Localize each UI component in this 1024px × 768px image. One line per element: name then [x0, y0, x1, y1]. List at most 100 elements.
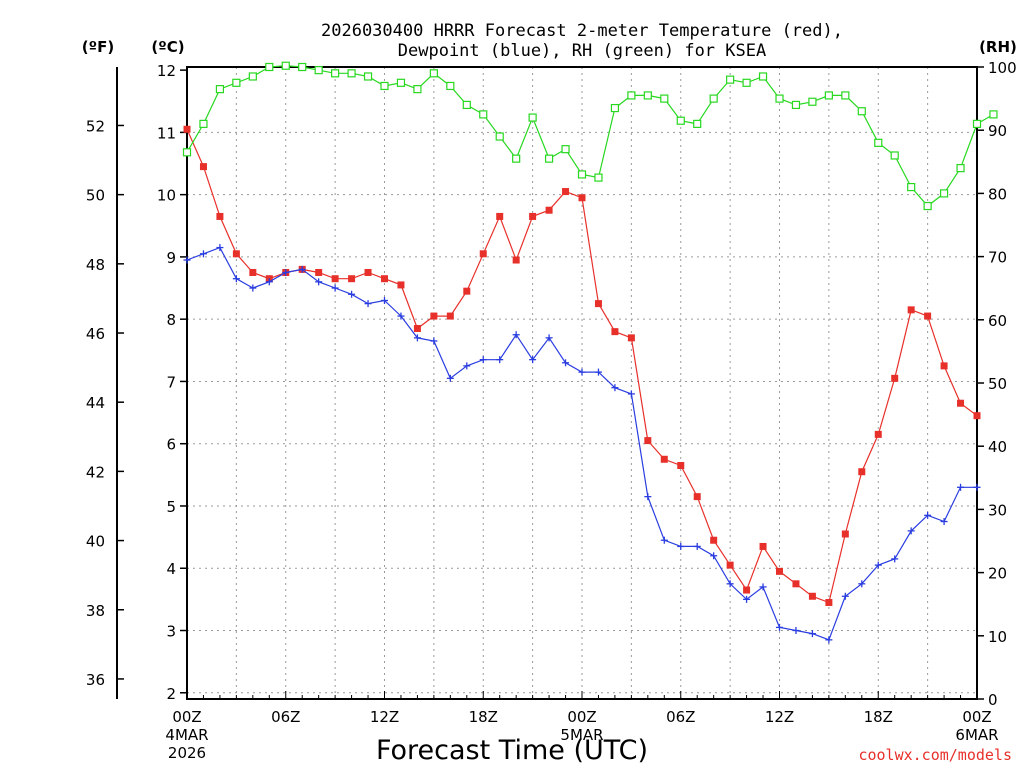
dewpoint-marker — [627, 390, 635, 398]
x-tick-label: 00Z — [567, 708, 596, 726]
temperature-marker — [710, 536, 718, 544]
dewpoint-marker — [874, 561, 882, 569]
rh-marker — [248, 72, 257, 81]
temperature-marker — [808, 592, 816, 600]
dewpoint-marker — [479, 356, 487, 364]
rh-marker — [495, 132, 504, 141]
dewpoint-marker — [496, 356, 504, 364]
dewpoint-marker — [743, 595, 751, 603]
dewpoint-marker — [940, 518, 948, 526]
temperature-marker — [594, 300, 602, 308]
rh-marker — [693, 119, 702, 128]
plot-frame — [186, 66, 978, 700]
fahrenheit-tick-label: 36 — [86, 671, 105, 689]
x-tick-label: 06Z — [271, 708, 300, 726]
dewpoint-marker — [413, 334, 421, 342]
rh-marker — [182, 148, 192, 157]
temperature-marker — [479, 250, 487, 258]
dewpoint-marker — [463, 362, 471, 370]
temperature-marker — [562, 188, 570, 196]
temperature-marker — [611, 328, 619, 336]
dewpoint-marker — [183, 256, 191, 264]
x-tick-label: 00Z — [962, 708, 991, 726]
x-date-label: 6MAR — [955, 726, 998, 744]
dewpoint-marker — [545, 334, 553, 342]
rh-marker — [347, 69, 356, 78]
rh-marker — [923, 201, 932, 211]
rh-marker — [676, 116, 685, 125]
rh-marker — [972, 119, 982, 128]
axes — [116, 66, 984, 700]
dewpoint-marker — [216, 244, 224, 252]
rh-tick-label: 90 — [988, 122, 1007, 140]
dewpoint-line — [186, 246, 977, 641]
rh-line — [186, 65, 994, 207]
rh-marker — [199, 119, 208, 128]
dewpoint-marker — [430, 337, 438, 345]
rh-marker — [726, 75, 735, 84]
rh-marker — [396, 78, 406, 87]
dewpoint-marker — [611, 384, 619, 392]
rh-marker — [956, 164, 965, 173]
x-tick-label: 18Z — [469, 708, 498, 726]
x-year-label: 2026 — [168, 744, 206, 762]
rh-marker — [857, 107, 866, 116]
x-tick-label: 12Z — [765, 708, 794, 726]
rh-tick-label: 30 — [988, 501, 1007, 519]
temperature-marker — [858, 468, 866, 476]
dewpoint-marker — [693, 542, 701, 550]
dewpoint-marker — [792, 627, 800, 635]
rh-marker — [577, 170, 587, 179]
temperature-marker — [183, 125, 191, 133]
credit-text: coolwx.com/models — [858, 746, 1012, 764]
celsius-tick-label: 5 — [166, 498, 176, 516]
temperature-marker — [841, 530, 849, 538]
temperature-marker — [973, 412, 981, 420]
fahrenheit-unit-label: (ºF) — [82, 38, 114, 56]
celsius-tick-label: 9 — [166, 249, 176, 267]
rh-marker — [907, 182, 916, 192]
dewpoint-marker — [677, 542, 685, 550]
temperature-marker — [825, 598, 833, 606]
fahrenheit-tick-label: 48 — [86, 256, 105, 274]
dewpoint-marker — [660, 536, 668, 544]
temperature-marker — [413, 325, 421, 333]
rh-marker — [363, 72, 373, 81]
temperature-marker — [644, 437, 652, 445]
tick-labels: 2 3 4 5 6 7 8 9 10 11 12 36 38 40 42 44 46 48 50 52 0 10 20 30 4… — [86, 59, 1017, 762]
rh-marker — [479, 110, 488, 119]
dewpoint-marker — [562, 359, 570, 367]
rh-marker — [989, 110, 998, 119]
rh-marker — [413, 85, 422, 94]
temperature-marker — [940, 362, 948, 370]
rh-marker — [544, 154, 554, 163]
rh-marker — [890, 151, 899, 160]
dewpoint-marker — [644, 493, 652, 501]
x-tick-label: 06Z — [666, 708, 695, 726]
dewpoint-marker — [858, 580, 866, 588]
dewpoint-marker — [578, 368, 586, 376]
celsius-tick-label: 7 — [166, 373, 176, 391]
dewpoint-marker — [265, 278, 273, 286]
rh-tick-label: 60 — [988, 312, 1007, 330]
fahrenheit-tick-label: 52 — [86, 117, 105, 135]
rh-marker — [314, 66, 323, 75]
celsius-tick-label: 2 — [166, 685, 176, 703]
rh-marker — [643, 91, 652, 100]
temperature-marker — [232, 250, 240, 258]
temperature-marker — [578, 194, 586, 202]
dewpoint-marker — [364, 300, 372, 308]
rh-marker — [462, 100, 471, 110]
rh-tick-label: 70 — [988, 249, 1007, 267]
dewpoint-marker — [348, 290, 356, 298]
dewpoint-marker — [825, 636, 833, 644]
x-axis-label: Forecast Time (UTC) — [376, 735, 648, 766]
rh-marker — [610, 103, 620, 113]
rh-tick-label: 50 — [988, 375, 1007, 393]
dewpoint-marker — [529, 356, 537, 364]
dewpoint-marker — [381, 296, 388, 304]
temperature-marker — [957, 399, 965, 407]
chart-title-line-2: Dewpoint (blue), RH (green) for KSEA — [398, 41, 766, 61]
celsius-tick-label: 8 — [166, 311, 176, 329]
